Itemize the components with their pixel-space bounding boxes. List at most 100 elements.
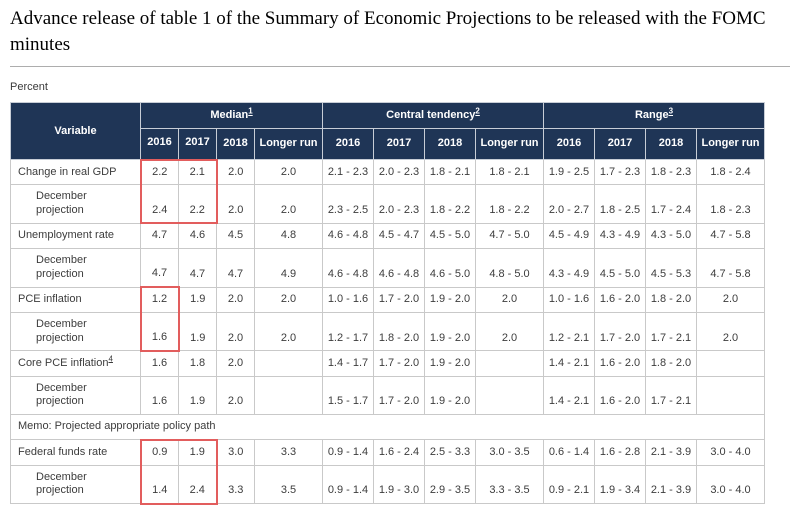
range-value-cell bbox=[696, 375, 765, 416]
range-value-cell: 1.6 - 2.0 bbox=[594, 375, 646, 416]
footnote-marker: 3 bbox=[668, 106, 674, 116]
range-value-cell: 2.0 - 2.7 bbox=[543, 184, 595, 224]
range-value-cell: 4.3 - 4.9 bbox=[543, 248, 595, 288]
median-value-cell: 2.4 bbox=[178, 464, 218, 505]
central-value-cell: 2.1 - 2.3 bbox=[322, 159, 374, 186]
range-value-cell: 1.8 - 2.0 bbox=[645, 350, 697, 377]
central-value-cell: 1.9 - 2.0 bbox=[424, 350, 476, 377]
memo-row: Memo: Projected appropriate policy path bbox=[10, 414, 765, 441]
median-value-cell bbox=[254, 375, 323, 416]
table-row: December projection 1.4 2.4 3.3 3.5 0.9 - 1.4… bbox=[10, 464, 765, 505]
median-value-cell: 2.0 bbox=[254, 159, 323, 186]
range-value-cell: 4.3 - 4.9 bbox=[594, 222, 646, 250]
median-value-cell: 4.7 bbox=[178, 248, 217, 288]
column-header-longer-run: Longer run bbox=[254, 128, 323, 161]
range-value-cell: 1.4 - 2.1 bbox=[543, 350, 595, 377]
central-value-cell: 4.6 - 4.8 bbox=[322, 248, 374, 288]
central-value-cell bbox=[475, 375, 544, 416]
range-value-cell: 1.9 - 2.5 bbox=[543, 159, 595, 186]
median-value-cell: 1.6 bbox=[140, 375, 179, 416]
central-value-cell: 0.9 - 1.4 bbox=[322, 464, 374, 505]
page-title: Advance release of table 1 of the Summar… bbox=[10, 6, 790, 68]
central-value-cell: 2.5 - 3.3 bbox=[424, 439, 476, 466]
median-value-cell: 1.4 bbox=[139, 464, 179, 505]
range-value-cell: 1.4 - 2.1 bbox=[543, 375, 595, 416]
median-value-cell: 2.0 bbox=[254, 184, 323, 224]
sep-table: Variable Median1 Central tendency2 Range… bbox=[10, 102, 765, 505]
table-row: Federal funds rate 0.9 1.9 3.0 3.3 0.9 - 1.4 1… bbox=[10, 438, 765, 466]
footnote-marker: 1 bbox=[248, 106, 253, 116]
memo-label: Memo: Projected appropriate policy path bbox=[10, 414, 765, 441]
table-row: December projection 4.7 4.7 4.7 4.9 4.6 - 4.8… bbox=[10, 248, 765, 288]
table-row: Core PCE inflation4 1.6 1.8 2.0 1.4 - 1.7 1.7… bbox=[10, 350, 765, 377]
group-header-row: Variable Median1 Central tendency2 Range… bbox=[10, 102, 765, 161]
table-row: December projection 1.6 1.9 2.0 2.0 1.2 - 1.7… bbox=[10, 311, 765, 352]
row-label: PCE inflation bbox=[10, 286, 141, 313]
column-group-central-tendency: Central tendency2 bbox=[322, 102, 544, 130]
central-value-cell: 2.9 - 3.5 bbox=[424, 464, 476, 505]
central-value-cell: 4.7 - 5.0 bbox=[475, 222, 544, 250]
central-value-cell: 4.8 - 5.0 bbox=[475, 248, 544, 288]
range-value-cell: 1.9 - 3.4 bbox=[594, 464, 646, 505]
median-value-cell: 3.5 bbox=[254, 464, 323, 505]
median-value-cell: 2.0 bbox=[254, 311, 323, 352]
range-value-cell bbox=[696, 350, 765, 377]
range-value-cell: 1.7 - 2.1 bbox=[645, 375, 697, 416]
table-row: Change in real GDP 2.2 2.1 2.0 2.0 2.1 - 2.3 2… bbox=[10, 158, 765, 186]
central-value-cell: 4.6 - 5.0 bbox=[424, 248, 476, 288]
central-value-cell: 2.0 bbox=[475, 311, 544, 352]
range-value-cell: 1.8 - 2.3 bbox=[645, 159, 697, 186]
range-value-cell: 4.5 - 4.9 bbox=[543, 222, 595, 250]
range-value-cell: 1.8 - 2.4 bbox=[696, 159, 765, 186]
central-value-cell: 1.7 - 2.0 bbox=[373, 350, 425, 377]
row-label: December projection bbox=[10, 464, 141, 505]
central-value-cell: 1.8 - 2.1 bbox=[424, 159, 476, 186]
group-label: Central tendency bbox=[386, 109, 476, 122]
column-header-year: 2018 bbox=[424, 128, 476, 161]
central-value-cell: 4.6 - 4.8 bbox=[322, 222, 374, 250]
central-value-cell: 1.9 - 2.0 bbox=[424, 311, 476, 352]
group-label: Range bbox=[634, 109, 669, 122]
range-value-cell: 1.8 - 2.3 bbox=[696, 184, 765, 224]
central-value-cell: 2.3 - 2.5 bbox=[322, 184, 374, 224]
median-value-cell: 1.6 bbox=[139, 311, 180, 352]
range-value-cell: 1.7 - 2.0 bbox=[594, 311, 646, 352]
range-value-cell: 0.9 - 2.1 bbox=[543, 464, 595, 505]
median-value-cell: 2.2 bbox=[178, 184, 218, 225]
median-value-cell: 2.2 bbox=[139, 158, 179, 186]
central-value-cell: 1.8 - 2.2 bbox=[475, 184, 544, 224]
median-value-cell: 1.8 bbox=[178, 350, 217, 377]
range-value-cell: 4.7 - 5.8 bbox=[696, 222, 765, 250]
central-value-cell: 2.0 - 2.3 bbox=[373, 184, 425, 224]
median-value-cell: 2.1 bbox=[178, 158, 218, 186]
range-value-cell: 1.8 - 2.5 bbox=[594, 184, 646, 224]
median-value-cell: 1.6 bbox=[140, 350, 179, 377]
table-row: Unemployment rate 4.7 4.6 4.5 4.8 4.6 - 4.8 4.… bbox=[10, 222, 765, 250]
median-value-cell: 2.0 bbox=[216, 350, 255, 377]
row-label: Change in real GDP bbox=[10, 159, 141, 186]
column-header-year: 2018 bbox=[645, 128, 697, 161]
median-value-cell: 1.9 bbox=[178, 286, 217, 313]
range-value-cell: 4.5 - 5.3 bbox=[645, 248, 697, 288]
central-value-cell: 1.8 - 2.0 bbox=[373, 311, 425, 352]
row-label: Core PCE inflation4 bbox=[10, 350, 141, 377]
row-label: December projection bbox=[10, 311, 141, 352]
range-value-cell: 1.2 - 2.1 bbox=[543, 311, 595, 352]
central-value-cell: 1.7 - 2.0 bbox=[373, 286, 425, 313]
column-header-year: 2018 bbox=[216, 128, 255, 161]
median-value-cell: 4.8 bbox=[254, 222, 323, 250]
row-label: Federal funds rate bbox=[10, 439, 141, 466]
central-value-cell: 1.9 - 2.0 bbox=[424, 286, 476, 313]
central-value-cell: 1.7 - 2.0 bbox=[373, 375, 425, 416]
central-value-cell: 4.5 - 4.7 bbox=[373, 222, 425, 250]
range-value-cell: 1.7 - 2.4 bbox=[645, 184, 697, 224]
central-value-cell: 1.8 - 2.2 bbox=[424, 184, 476, 224]
range-value-cell: 2.0 bbox=[696, 311, 765, 352]
median-value-cell: 2.0 bbox=[254, 286, 323, 313]
central-value-cell: 3.3 - 3.5 bbox=[475, 464, 544, 505]
column-header-longer-run: Longer run bbox=[696, 128, 765, 161]
range-value-cell: 1.0 - 1.6 bbox=[543, 286, 595, 313]
median-value-cell: 2.0 bbox=[216, 184, 255, 224]
median-value-cell: 1.2 bbox=[139, 286, 180, 313]
central-value-cell: 1.2 - 1.7 bbox=[322, 311, 374, 352]
